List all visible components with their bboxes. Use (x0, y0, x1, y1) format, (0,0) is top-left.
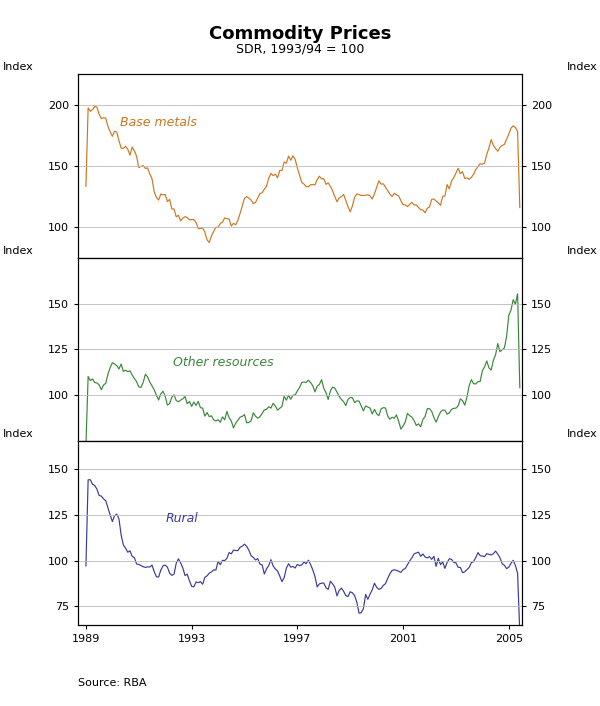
Text: Index: Index (3, 246, 34, 256)
Text: Index: Index (3, 429, 34, 439)
Text: Other resources: Other resources (173, 356, 274, 369)
Text: Index: Index (566, 246, 597, 256)
Text: SDR, 1993/94 = 100: SDR, 1993/94 = 100 (236, 43, 364, 56)
Text: Index: Index (566, 62, 597, 72)
Text: Index: Index (3, 62, 34, 72)
Text: Source: RBA: Source: RBA (78, 678, 146, 688)
Text: Base metals: Base metals (120, 116, 197, 128)
Text: Rural: Rural (165, 512, 198, 525)
Text: Commodity Prices: Commodity Prices (209, 25, 391, 43)
Text: Index: Index (566, 429, 597, 439)
